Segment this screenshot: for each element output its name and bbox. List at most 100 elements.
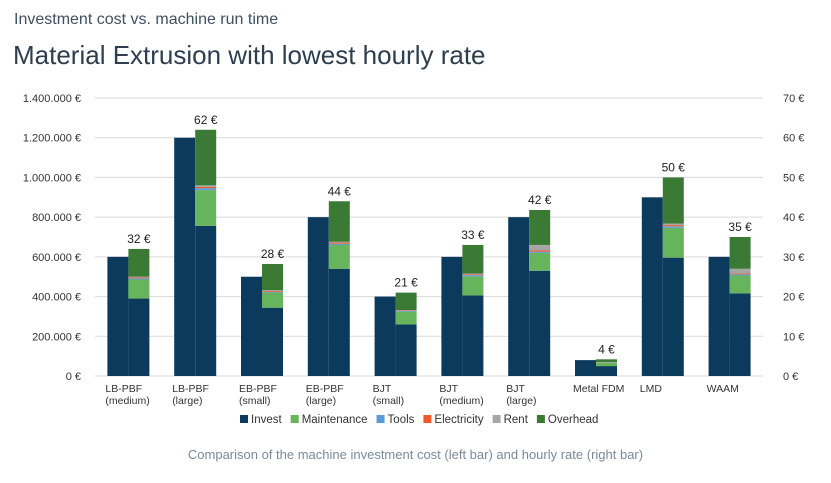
category-label: EB-PBF xyxy=(239,383,277,395)
hourly-rate-segment-rent xyxy=(462,273,484,275)
hourly-rate-segment-maintenance xyxy=(596,362,617,367)
category-label: LB-PBF xyxy=(105,383,142,395)
legend-swatch-overhead xyxy=(536,415,545,423)
hourly-rate-segment-overhead xyxy=(529,209,551,245)
legend-label: Invest xyxy=(251,414,282,426)
invest-cost-bar xyxy=(307,217,329,376)
hourly-rate-segment-rent xyxy=(195,185,217,187)
category-label: EB-PBF xyxy=(306,383,344,395)
hourly-rate-total-label: 4 € xyxy=(598,342,615,356)
hourly-rate-segment-overhead xyxy=(395,292,417,311)
hourly-rate-segment-tools xyxy=(729,274,751,276)
hourly-rate-segment-rent xyxy=(128,276,150,278)
category-label: (small) xyxy=(373,395,405,407)
hourly-rate-segment-overhead xyxy=(596,359,617,363)
hourly-rate-segment-electricity xyxy=(662,225,684,227)
legend-label: Rent xyxy=(504,414,529,426)
hourly-rate-segment-tools xyxy=(195,188,217,191)
left-axis-tick-label: 200.000 € xyxy=(32,331,81,343)
hourly-rate-segment-electricity xyxy=(729,273,751,275)
hourly-rate-segment-invest xyxy=(529,270,551,376)
hourly-rate-segment-tools xyxy=(662,226,684,228)
legend-label: Maintenance xyxy=(302,414,368,426)
legend-swatch-rent xyxy=(492,415,501,423)
hourly-rate-segment-invest xyxy=(729,293,751,376)
invest-cost-bar xyxy=(708,256,730,376)
hourly-rate-segment-invest xyxy=(462,295,484,376)
hourly-rate-total-label: 33 € xyxy=(461,228,485,242)
hourly-rate-segment-tools xyxy=(529,251,551,253)
invest-cost-bar xyxy=(575,360,596,376)
right-axis-tick-label: 30 € xyxy=(783,252,804,264)
hourly-rate-segment-rent xyxy=(729,268,751,274)
hourly-rate-segment-electricity xyxy=(529,250,551,252)
invest-cost-bar xyxy=(641,197,663,376)
left-axis-tick-label: 400.000 € xyxy=(32,292,81,304)
category-label: LMD xyxy=(640,383,663,395)
hourly-rate-segment-rent xyxy=(328,241,350,243)
hourly-rate-segment-electricity xyxy=(462,274,484,276)
chart-subtitle: Investment cost vs. machine run time xyxy=(14,11,279,28)
invest-cost-bar xyxy=(107,256,129,376)
right-axis-tick-label: 70 € xyxy=(783,93,804,105)
legend-swatch-maintenance xyxy=(290,415,299,423)
hourly-rate-segment-tools xyxy=(395,310,417,312)
legend-swatch-invest xyxy=(240,415,248,423)
hourly-rate-segment-electricity xyxy=(128,277,150,279)
right-axis-tick-label: 60 € xyxy=(783,133,804,145)
left-axis-tick-label: 1.000.000 € xyxy=(23,172,81,184)
category-label: (small) xyxy=(239,395,271,407)
hourly-rate-segment-maintenance xyxy=(328,244,350,269)
invest-cost-bar xyxy=(241,276,262,376)
category-label: (medium) xyxy=(439,395,483,407)
hourly-rate-total-label: 28 € xyxy=(261,247,285,261)
hourly-rate-segment-tools xyxy=(262,291,283,293)
hourly-rate-total-label: 50 € xyxy=(662,160,686,174)
hourly-rate-segment-maintenance xyxy=(395,311,417,325)
category-label: WAAM xyxy=(707,383,739,395)
invest-cost-bar xyxy=(374,296,396,376)
right-axis-tick-label: 50 € xyxy=(783,172,804,184)
hourly-rate-segment-invest xyxy=(262,307,283,376)
hourly-rate-segment-rent xyxy=(262,290,283,292)
hourly-rate-segment-maintenance xyxy=(462,276,484,296)
hourly-rate-segment-rent xyxy=(596,362,617,363)
legend-label: Overhead xyxy=(548,414,599,426)
hourly-rate-total-label: 44 € xyxy=(328,184,352,198)
left-axis-tick-label: 1.400.000 € xyxy=(23,93,81,105)
left-axis-tick-label: 800.000 € xyxy=(32,212,81,224)
legend-swatch-tools xyxy=(376,415,385,423)
category-label: Metal FDM xyxy=(573,383,624,395)
hourly-rate-segment-invest xyxy=(195,225,217,376)
left-axis-tick-label: 1.200.000 € xyxy=(23,133,81,145)
hourly-rate-segment-invest xyxy=(395,324,417,376)
hourly-rate-total-label: 62 € xyxy=(194,113,218,127)
legend-swatch-electricity xyxy=(423,415,432,423)
category-label: (large) xyxy=(172,395,202,407)
category-label: (large) xyxy=(506,395,536,407)
hourly-rate-segment-overhead xyxy=(462,244,484,274)
hourly-rate-segment-invest xyxy=(662,257,684,376)
hourly-rate-segment-overhead xyxy=(262,264,283,291)
hourly-rate-segment-maintenance xyxy=(729,275,751,294)
right-axis-tick-label: 0 € xyxy=(783,371,798,383)
hourly-rate-segment-overhead xyxy=(195,129,217,186)
hourly-rate-segment-electricity xyxy=(262,291,283,292)
category-label: (large) xyxy=(306,395,336,407)
chart-caption: Comparison of the machine investment cos… xyxy=(187,447,644,462)
invest-cost-bar xyxy=(174,137,196,376)
category-label: BJT xyxy=(506,383,525,395)
hourly-rate-segment-electricity xyxy=(195,186,217,189)
hourly-rate-segment-maintenance xyxy=(262,292,283,308)
hourly-rate-segment-maintenance xyxy=(662,227,684,258)
category-label: BJT xyxy=(373,383,392,395)
invest-cost-bar xyxy=(508,217,530,376)
hourly-rate-segment-tools xyxy=(328,243,350,245)
hourly-rate-segment-overhead xyxy=(729,237,751,269)
hourly-rate-segment-tools xyxy=(462,275,484,277)
hourly-rate-total-label: 32 € xyxy=(127,232,151,246)
hourly-rate-segment-overhead xyxy=(662,177,684,224)
right-axis-tick-label: 20 € xyxy=(783,292,804,304)
hourly-rate-total-label: 35 € xyxy=(728,220,752,234)
